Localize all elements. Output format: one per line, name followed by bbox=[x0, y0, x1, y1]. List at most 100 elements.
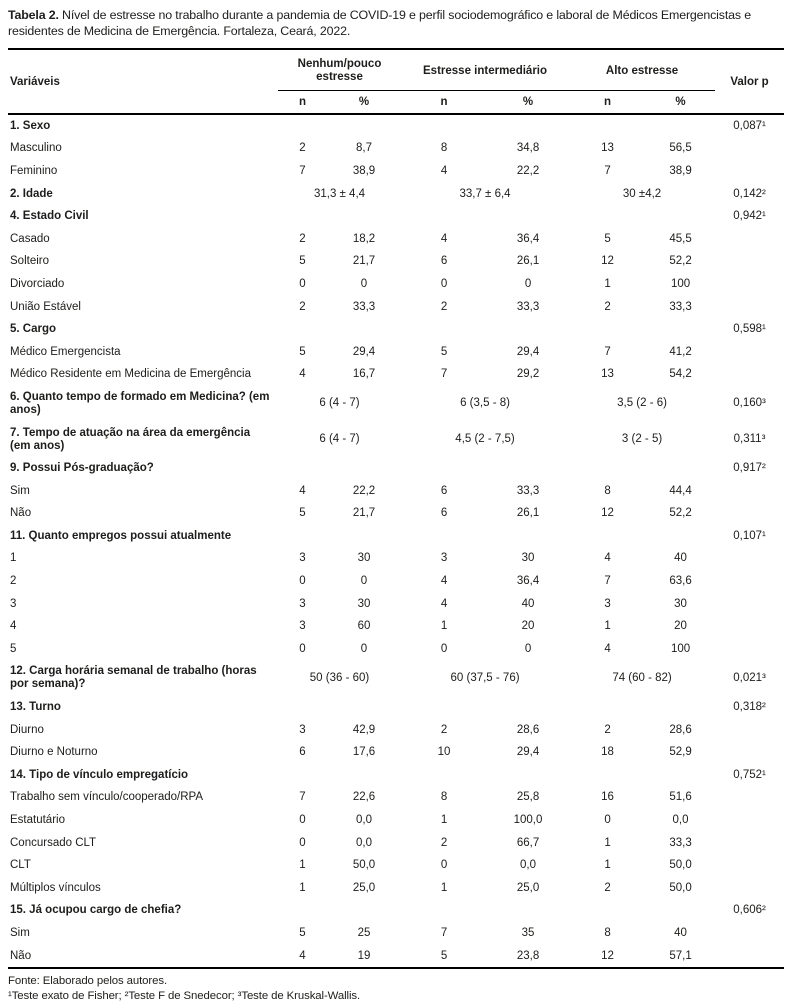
n-cell: 10 bbox=[437, 746, 451, 759]
pct-cell: 22,6 bbox=[352, 791, 376, 804]
n-cell bbox=[569, 900, 646, 923]
table-row: Solteiro 5 21,7 6 26,1 12 52,2 bbox=[8, 251, 784, 274]
table-caption-label: Tabela 2. bbox=[8, 8, 59, 22]
variable-label-cell: Concursado CLT bbox=[10, 836, 97, 849]
table-row: Não 4 19 5 23,8 12 57,1 bbox=[8, 945, 784, 969]
n-cell: 0 bbox=[299, 814, 306, 827]
p-value-cell: 0,598¹ bbox=[733, 323, 766, 336]
pct-cell: 100 bbox=[670, 642, 691, 655]
n-cell bbox=[278, 900, 327, 923]
pct-cell bbox=[327, 205, 401, 228]
n-cell: 0 bbox=[299, 642, 306, 655]
variable-section-row: 6. Quanto tempo de formado em Medicina? … bbox=[8, 386, 784, 422]
n-cell: 2 bbox=[604, 300, 611, 313]
pct-cell: 42,9 bbox=[352, 723, 376, 736]
pct-cell bbox=[646, 525, 715, 548]
pct-cell: 0,0 bbox=[520, 859, 537, 872]
table-row: Não 5 21,7 6 26,1 12 52,2 bbox=[8, 503, 784, 526]
pct-cell: 0 bbox=[524, 277, 532, 290]
variable-label-cell: Sim bbox=[10, 926, 30, 939]
variable-label-cell: União Estável bbox=[10, 300, 81, 313]
variable-label-cell: Não bbox=[10, 949, 32, 962]
pct-cell: 100 bbox=[670, 277, 691, 290]
stat-cell: 3 (2 - 5) bbox=[621, 433, 663, 446]
table-body: 1. Sexo 0,087¹ Masculino 2 8,7 8 34,8 13 56,5 Fem… bbox=[8, 114, 784, 968]
n-cell bbox=[278, 764, 327, 787]
pct-cell: 50,0 bbox=[669, 859, 692, 872]
variable-label-cell: 1 bbox=[10, 552, 17, 565]
pct-cell bbox=[646, 205, 715, 228]
p-value-cell: 0,142² bbox=[733, 187, 766, 200]
pct-cell: 29,2 bbox=[516, 368, 540, 381]
pct-cell: 25,8 bbox=[516, 791, 540, 804]
pct-cell: 33,3 bbox=[516, 484, 540, 497]
n-cell: 12 bbox=[601, 255, 614, 268]
n-cell: 7 bbox=[299, 164, 306, 177]
stat-cell: 6 (4 - 7) bbox=[319, 397, 360, 410]
variable-section-row: 1. Sexo 0,087¹ bbox=[8, 114, 784, 138]
p-value-cell bbox=[715, 854, 784, 877]
n-cell bbox=[278, 114, 327, 138]
variable-label-cell: Divorciado bbox=[10, 277, 65, 290]
variable-label-cell: 5 bbox=[10, 642, 17, 655]
pct-cell: 28,6 bbox=[669, 723, 692, 736]
variable-label-cell: 2 bbox=[10, 575, 17, 588]
n-cell: 8 bbox=[440, 791, 448, 804]
table-row: CLT 1 50,0 0 0,0 1 50,0 bbox=[8, 854, 784, 877]
pct-cell: 0,0 bbox=[356, 814, 372, 827]
n-cell: 2 bbox=[440, 723, 448, 736]
p-value-cell bbox=[715, 809, 784, 832]
n-cell bbox=[401, 114, 487, 138]
pct-cell: 56,5 bbox=[669, 142, 692, 155]
pct-cell bbox=[327, 457, 401, 480]
pct-cell: 50,0 bbox=[669, 881, 692, 894]
pct-cell bbox=[646, 696, 715, 719]
pct-cell: 30 bbox=[674, 597, 687, 610]
variable-label-cell: 12. Carga horária semanal de trabalho (h… bbox=[10, 665, 257, 691]
table-row: Divorciado 0 0 0 0 1 100 bbox=[8, 273, 784, 296]
n-cell bbox=[569, 114, 646, 138]
n-cell: 12 bbox=[601, 507, 614, 520]
pct-cell: 52,2 bbox=[669, 507, 692, 520]
n-cell: 8 bbox=[604, 484, 611, 497]
variable-label-cell: Não bbox=[10, 507, 32, 520]
n-cell: 8 bbox=[604, 926, 611, 939]
variable-label-cell: Casado bbox=[10, 232, 50, 245]
n-cell: 0 bbox=[440, 642, 448, 655]
stat-cell: 6 (4 - 7) bbox=[319, 433, 360, 446]
pct-cell bbox=[487, 764, 569, 787]
stat-cell: 60 (37,5 - 76) bbox=[450, 671, 520, 684]
variable-label-cell: Feminino bbox=[10, 164, 58, 177]
pct-cell bbox=[646, 900, 715, 923]
n-cell: 2 bbox=[440, 836, 448, 849]
subheader-n-3: n bbox=[569, 90, 647, 115]
n-cell: 4 bbox=[299, 949, 306, 962]
n-cell bbox=[278, 318, 327, 341]
variable-label-cell: 6. Quanto tempo de formado em Medicina? … bbox=[10, 390, 270, 416]
p-value-cell bbox=[715, 503, 784, 526]
pct-cell: 40 bbox=[674, 926, 687, 939]
table-row: Diurno e Noturno 6 17,6 10 29,4 18 52,9 bbox=[8, 741, 784, 764]
pct-cell bbox=[646, 764, 715, 787]
pct-cell: 20 bbox=[674, 620, 687, 633]
p-value-cell bbox=[715, 364, 784, 387]
pct-cell: 33,3 bbox=[516, 300, 540, 313]
pct-cell: 40 bbox=[674, 552, 687, 565]
variable-label-cell: Diurno e Noturno bbox=[10, 746, 98, 759]
table-row: Trabalho sem vínculo/cooperado/RPA 7 22,6 8… bbox=[8, 787, 784, 810]
pct-cell: 20 bbox=[521, 620, 535, 633]
pct-cell: 21,7 bbox=[352, 507, 376, 520]
subheader-n-1: n bbox=[278, 90, 327, 115]
subheader-pct-3: % bbox=[646, 90, 716, 115]
pct-cell: 38,9 bbox=[669, 164, 692, 177]
p-value-cell: 0,917² bbox=[733, 462, 766, 475]
p-value-cell bbox=[715, 138, 784, 161]
variable-section-row: 9. Possui Pós-graduação? 0,917² bbox=[8, 457, 784, 480]
n-cell bbox=[278, 525, 327, 548]
n-cell: 0 bbox=[299, 836, 306, 849]
p-value-cell bbox=[715, 160, 784, 183]
n-cell: 2 bbox=[604, 881, 611, 894]
n-cell bbox=[569, 205, 646, 228]
pct-cell: 36,4 bbox=[516, 575, 540, 588]
variable-label-cell: 7. Tempo de atuação na área da emergênci… bbox=[10, 426, 251, 452]
